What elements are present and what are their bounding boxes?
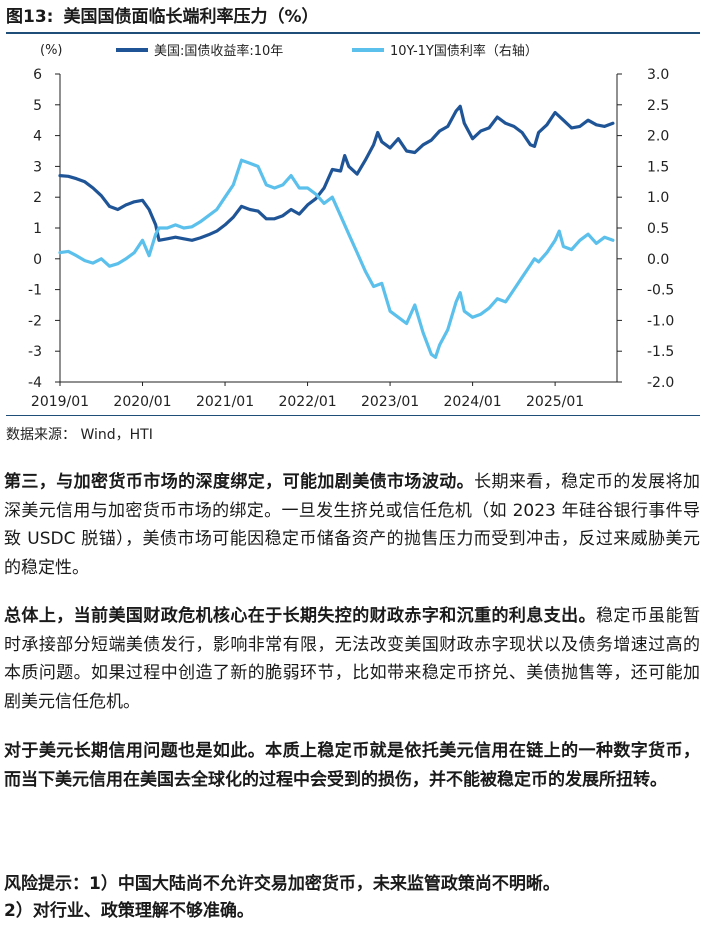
left-tick-label: 5 <box>33 98 42 114</box>
right-tick-label: 2.0 <box>647 129 669 145</box>
x-tick-label: 2020/01 <box>113 394 171 410</box>
figure-number: 图13: <box>6 7 54 27</box>
right-tick-label: -1.0 <box>647 313 674 329</box>
risk-warning: 风险提示：1）中国大陆尚不允许交易加密货币，未来监管政策尚不明晰。 2）对行业、政… <box>4 871 700 925</box>
x-tick-label: 2022/01 <box>278 394 336 410</box>
left-tick-label: 2 <box>33 190 42 206</box>
x-tick-label: 2019/01 <box>31 394 89 410</box>
left-tick-label: -3 <box>28 344 42 360</box>
paragraph-lead: 第三，与加密货币市场的深度绑定，可能加剧美债市场波动。 <box>4 472 475 492</box>
right-tick-label: 0.5 <box>647 221 669 237</box>
paragraph-fiscal-summary: 总体上，当前美国财政危机核心在于长期失控的财政赤字和沉重的利息支出。稳定币虽能暂… <box>4 602 700 716</box>
x-tick-label: 2023/01 <box>361 394 419 410</box>
legend-label-term-spread: 10Y-1Y国债利率（右轴） <box>390 43 538 59</box>
left-tick-label: 4 <box>33 129 42 145</box>
paragraph-crypto-binding: 第三，与加密货币市场的深度绑定，可能加剧美债市场波动。长期来看，稳定币的发展将加… <box>4 468 700 582</box>
right-tick-label: -2.0 <box>647 375 674 391</box>
left-tick-label: -4 <box>28 375 42 391</box>
paragraph-body: 稳定币虽能暂时承接部分短端美债发行，影响非常有限，无法改变美国财政赤字现状以及债… <box>4 606 701 712</box>
figure-divider <box>6 415 700 416</box>
left-tick-label: 3 <box>33 159 42 175</box>
x-tick-label: 2021/01 <box>196 394 254 410</box>
left-tick-label: 1 <box>33 221 42 237</box>
chart-series <box>58 104 615 359</box>
left-tick-label: -2 <box>28 313 42 329</box>
left-tick-label: 6 <box>33 67 42 83</box>
right-tick-label: -0.5 <box>647 283 674 299</box>
x-tick-label: 2024/01 <box>444 394 502 410</box>
right-tick-label: 2.5 <box>647 98 669 114</box>
yield-chart: (%) 美国:国债收益率:10年 10Y-1Y国债利率（右轴） 6 5 4 3 2 1 0 -… <box>28 43 674 410</box>
left-tick-label: -1 <box>28 283 42 299</box>
left-tick-label: 0 <box>33 252 42 268</box>
paragraph-lead: 总体上，当前美国财政危机核心在于长期失控的财政赤字和沉重的利息支出。 <box>4 606 596 626</box>
risk-warning-line-1: 风险提示：1）中国大陆尚不允许交易加密货币，未来监管政策尚不明晰。 <box>4 874 560 894</box>
figure-source: 数据来源： Wind，HTI <box>6 427 153 443</box>
figure-title: 图13: 美国国债面临长端利率压力（%） <box>6 2 700 34</box>
paragraph-dollar-credit: 对于美元长期信用问题也是如此。本质上稳定币就是依托美元信用在链上的一种数字货币，… <box>4 737 700 794</box>
paragraph-body: 长期来看，稳定币的发展将加深美元信用与加密货币市场的绑定。一旦发生挤兑或信任危机… <box>4 472 701 578</box>
risk-warning-line-2: 2）对行业、政策理解不够准确。 <box>4 901 254 921</box>
right-tick-label: 0.0 <box>647 252 669 268</box>
right-tick-label: 1.0 <box>647 190 669 206</box>
series-line-10y-yield <box>58 104 615 242</box>
figure-title-text: 美国国债面临长端利率压力（%） <box>63 7 319 27</box>
series-line-term-spread <box>58 158 615 359</box>
x-tick-label: 2025/01 <box>526 394 584 410</box>
legend-label-10y-yield: 美国:国债收益率:10年 <box>154 43 283 59</box>
right-tick-label: 1.5 <box>647 159 669 175</box>
right-tick-label: 3.0 <box>647 67 669 83</box>
paragraph-lead: 对于美元长期信用问题也是如此。本质上稳定币就是依托美元信用在链上的一种数字货币，… <box>4 741 700 790</box>
right-tick-label: -1.5 <box>647 344 674 360</box>
chart-axes: 6 5 4 3 2 1 0 -1 -2 -3 -4 3.0 2.5 2.0 1.5 1.0 0.5 0.0 -0.5… <box>28 67 674 410</box>
left-unit-label: (%) <box>40 43 63 58</box>
